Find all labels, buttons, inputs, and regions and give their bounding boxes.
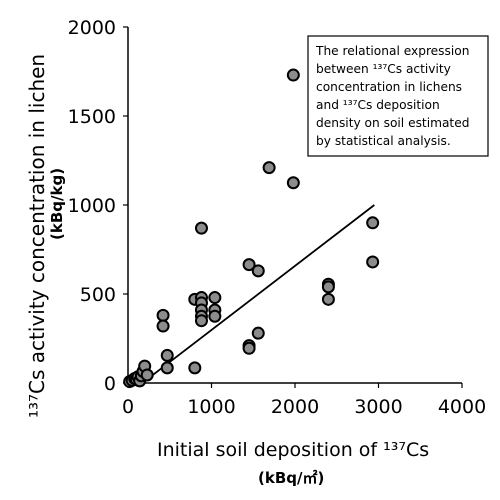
y-axis-unit: (kBq/kg) [48,168,66,240]
annotation-border [307,35,489,157]
data-point [156,319,170,333]
x-tick-label: 1000 [187,396,235,418]
y-tick-label: 1000 [68,195,116,217]
data-point [251,326,265,340]
annotation-line-2: between ¹³⁷Cs activity [316,62,451,76]
data-point [194,314,208,328]
annotation-line-3: concentration in lichens [316,80,462,94]
data-point [286,176,300,190]
y-tick-labels: 0 500 1000 1500 2000 [68,17,116,395]
y-tick-label: 500 [80,284,116,306]
data-point [366,216,380,230]
data-point [366,255,380,269]
y-tick-label: 0 [104,373,116,395]
data-point [140,368,154,382]
data-point [262,161,276,175]
x-tick-label: 2000 [271,396,319,418]
data-point [321,280,335,294]
axes [123,26,463,388]
data-point [208,291,222,305]
y-tick-label: 1500 [68,106,116,128]
data-point [208,309,222,323]
x-axis-label: Initial soil deposition of ¹³⁷Cs [157,439,429,461]
x-axis-unit: (kBq/㎡) [258,469,324,487]
regression-line-group [144,204,375,382]
data-point [251,264,265,278]
data-points [123,68,380,389]
data-point [242,341,256,355]
annotation-line-5: density on soil estimated [316,116,469,130]
annotation-line-6: by statistical analysis. [316,134,451,148]
data-point [242,258,256,272]
annotation-box: The relational expression between ¹³⁷Cs … [307,35,489,157]
data-point [321,292,335,306]
y-axis-label: ¹³⁷Cs activity concentration in lichen [25,54,49,418]
annotation-line-1: The relational expression [315,44,469,58]
data-point [156,308,170,322]
data-point [188,361,202,375]
annotation-line-4: and ¹³⁷Cs deposition [316,98,440,112]
data-point [160,361,174,375]
y-tick-label: 2000 [68,17,116,39]
data-point [160,348,174,362]
data-point [194,221,208,235]
x-tick-label: 4000 [438,396,486,418]
x-tick-label: 3000 [354,396,402,418]
data-point [286,68,300,82]
regression-line [144,204,375,382]
x-tick-label: 0 [122,396,134,418]
x-tick-labels: 0 1000 2000 3000 4000 [122,396,486,418]
